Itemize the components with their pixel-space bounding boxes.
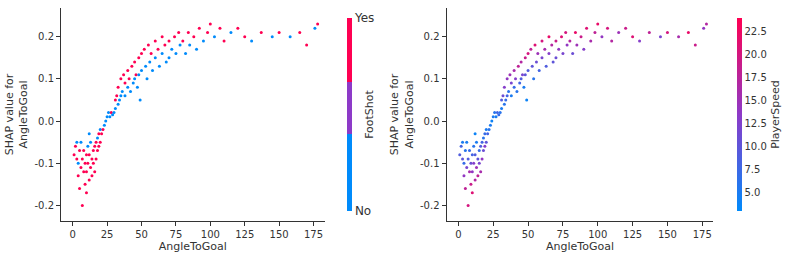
svg-text:FootShot: FootShot [363,89,376,138]
svg-text:150: 150 [270,229,289,240]
svg-text:25: 25 [487,229,500,240]
svg-text:0: 0 [455,229,461,240]
svg-text:5.0: 5.0 [745,187,761,198]
svg-text:PlayerSpeed: PlayerSpeed [769,80,782,149]
svg-text:0: 0 [70,229,76,240]
svg-text:125: 125 [235,229,254,240]
svg-text:50: 50 [135,229,148,240]
svg-text:-0.2: -0.2 [34,200,54,211]
svg-text:-0.1: -0.1 [34,158,54,169]
svg-text:No: No [355,204,371,218]
svg-text:AngleToGoal: AngleToGoal [546,240,614,253]
svg-text:10.0: 10.0 [745,141,767,152]
svg-text:175: 175 [304,229,323,240]
svg-text:17.5: 17.5 [745,72,767,83]
svg-text:0.1: 0.1 [424,73,440,84]
svg-text:175: 175 [693,229,712,240]
svg-text:25: 25 [101,229,114,240]
svg-text:0.2: 0.2 [424,31,440,42]
svg-text:SHAP value forAngleToGoal: SHAP value forAngleToGoal [388,73,415,155]
svg-text:AngleToGoal: AngleToGoal [159,240,227,253]
svg-text:12.5: 12.5 [745,118,767,129]
svg-text:0.0: 0.0 [424,116,440,127]
svg-text:150: 150 [658,229,677,240]
svg-text:100: 100 [588,229,607,240]
svg-text:75: 75 [557,229,570,240]
svg-text:0.2: 0.2 [38,31,54,42]
svg-text:-0.1: -0.1 [420,158,440,169]
svg-text:SHAP value forAngleToGoal: SHAP value forAngleToGoal [3,73,30,155]
svg-text:7.5: 7.5 [745,164,761,175]
svg-text:20.0: 20.0 [745,49,767,60]
svg-text:22.5: 22.5 [745,26,767,37]
svg-text:-0.2: -0.2 [420,200,440,211]
svg-text:100: 100 [201,229,220,240]
svg-text:125: 125 [623,229,642,240]
svg-text:Yes: Yes [354,11,374,25]
svg-text:75: 75 [170,229,183,240]
svg-text:0.1: 0.1 [38,73,54,84]
svg-text:0.0: 0.0 [38,116,54,127]
svg-text:50: 50 [522,229,535,240]
svg-text:15.0: 15.0 [745,95,767,106]
